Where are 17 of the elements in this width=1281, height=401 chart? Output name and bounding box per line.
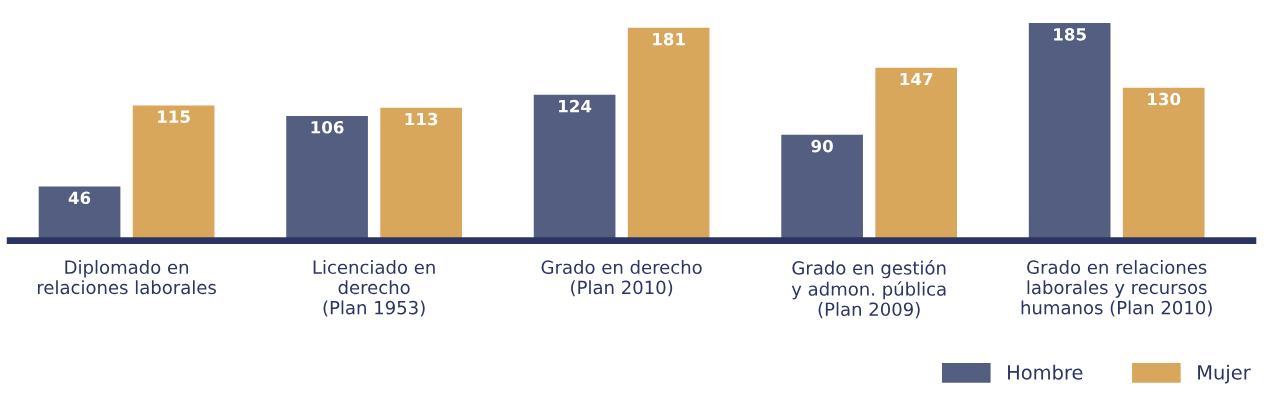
data-label: 185 — [1054, 28, 1086, 41]
data-label: 115 — [158, 110, 190, 123]
data-label: 181 — [653, 32, 685, 46]
data-label: 130 — [1148, 92, 1181, 106]
data-label: 124 — [559, 99, 592, 113]
legend-label: Mujer — [1198, 364, 1251, 384]
x-tick-label: Grado en derecho (Plan 2010) — [541, 260, 702, 297]
x-tick-label: Diplomado en relaciones laborales — [37, 260, 216, 295]
x-tick-label: Grado en relaciones laborales y recursos humanos (Plan 2010) — [1021, 260, 1212, 317]
data-label: 147 — [900, 72, 933, 86]
x-tick-label: Licenciado en derecho (Plan 1953) — [313, 260, 435, 317]
data-label: 106 — [311, 120, 344, 134]
legend-label: Hombre — [1008, 364, 1083, 380]
data-label: 90 — [811, 139, 833, 153]
data-label: 46 — [68, 191, 91, 205]
x-tick-label: Grado en gestión y admon. pública (Plan 2009) — [791, 260, 946, 319]
data-label: 113 — [405, 112, 438, 126]
